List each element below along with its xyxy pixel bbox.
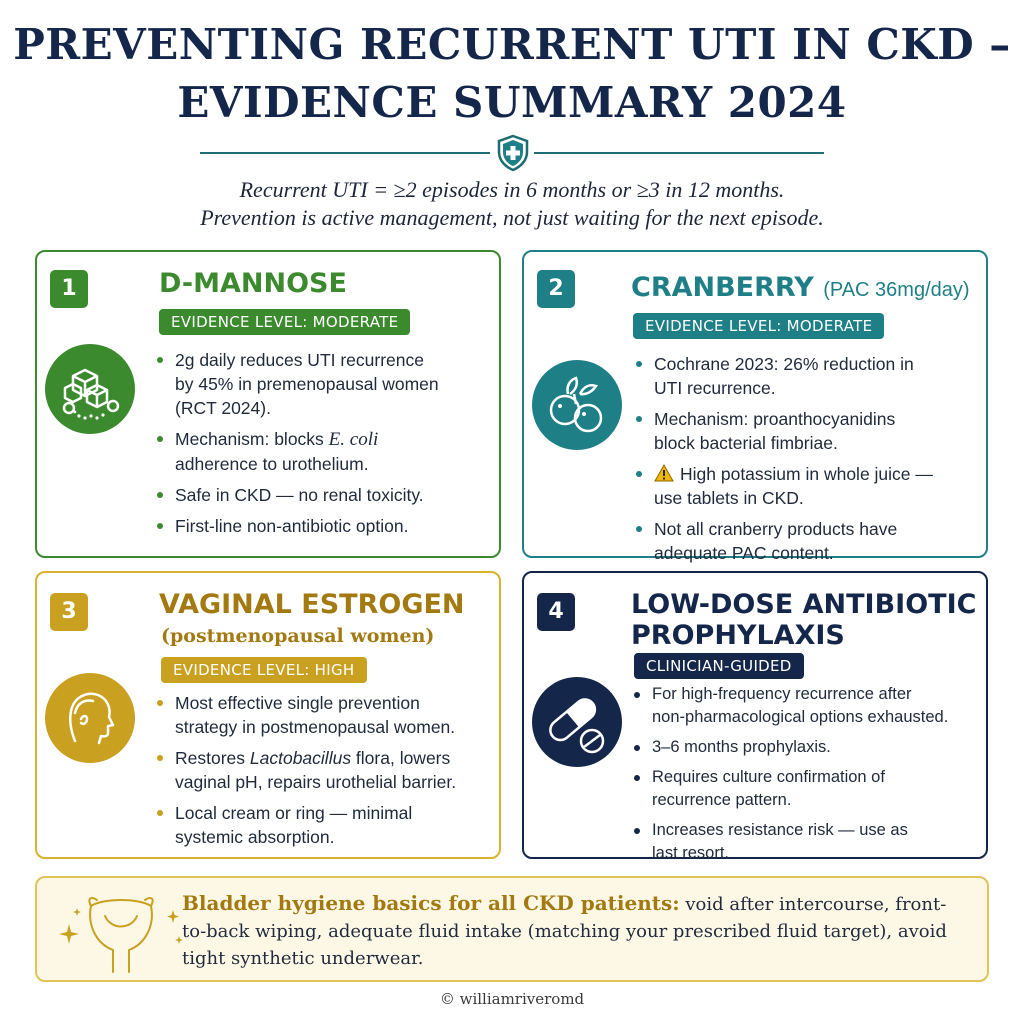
title-line-1: PREVENTING RECURRENT UTI IN CKD – bbox=[13, 20, 1011, 69]
title-divider-right bbox=[534, 152, 824, 154]
card-bullets: For high-frequency recurrence after non-… bbox=[634, 683, 984, 872]
list-item: Cochrane 2023: 26% reduction in UTI recu… bbox=[636, 352, 976, 400]
list-item: Increases resistance risk — use as last … bbox=[634, 819, 984, 865]
card-number: 2 bbox=[537, 270, 575, 308]
subtitle-line-1: Recurrent UTI = ≥2 episodes in 6 months … bbox=[239, 177, 785, 202]
footer-credit: © williamriveromd bbox=[439, 990, 585, 1008]
list-item: Mechanism: proanthocyanidins block bacte… bbox=[636, 407, 976, 455]
card-title: VAGINAL ESTROGEN bbox=[159, 589, 465, 620]
list-item: First-line non-antibiotic option. bbox=[157, 514, 497, 538]
list-item: 2g daily reduces UTI recurrence by 45% i… bbox=[157, 348, 497, 420]
page-title: PREVENTING RECURRENT UTI IN CKD – EVIDEN… bbox=[0, 16, 1024, 132]
list-item: High potassium in whole juice — use tabl… bbox=[636, 462, 976, 510]
evidence-badge: EVIDENCE LEVEL: MODERATE bbox=[633, 313, 885, 339]
title-divider-left bbox=[200, 152, 490, 154]
sugar-cube-icon bbox=[45, 344, 135, 434]
card-title: LOW-DOSE ANTIBIOTIC PROPHYLAXIS bbox=[631, 589, 977, 651]
list-item: Safe in CKD — no renal toxicity. bbox=[157, 483, 497, 507]
list-item: Local cream or ring — minimal systemic a… bbox=[157, 801, 497, 849]
title-line-2: EVIDENCE SUMMARY 2024 bbox=[177, 78, 847, 127]
card-antibiotic-prophylaxis: 4 LOW-DOSE ANTIBIOTIC PROPHYLAXIS CLINIC… bbox=[522, 571, 988, 862]
list-item: Not all cranberry products have adequate… bbox=[636, 517, 976, 565]
card-bullets: Cochrane 2023: 26% reduction in UTI recu… bbox=[636, 352, 976, 572]
card-number: 3 bbox=[50, 593, 88, 631]
hygiene-text: Bladder hygiene basics for all CKD patie… bbox=[182, 890, 962, 972]
hygiene-heading: Bladder hygiene basics for all CKD patie… bbox=[182, 891, 680, 915]
list-item: Most effective single prevention strateg… bbox=[157, 691, 497, 739]
list-item: Restores Lactobacillus flora, lowers vag… bbox=[157, 746, 497, 794]
evidence-badge: EVIDENCE LEVEL: HIGH bbox=[161, 657, 367, 683]
hygiene-body: void after intercourse, front-to-back wi… bbox=[182, 894, 947, 969]
card-number: 1 bbox=[50, 270, 88, 308]
card-d-mannose: 1 D-MANNOSE EVIDENCE LEVEL: MODERATE 2g … bbox=[35, 250, 501, 558]
shield-cross-icon bbox=[497, 134, 529, 172]
bladder-icon bbox=[59, 897, 183, 973]
woman-profile-icon bbox=[45, 673, 135, 763]
list-item: 3–6 months prophylaxis. bbox=[634, 736, 984, 759]
card-number: 4 bbox=[537, 593, 575, 631]
subtitle-line-2: Prevention is active management, not jus… bbox=[200, 205, 824, 230]
bladder-hygiene-box: Bladder hygiene basics for all CKD patie… bbox=[35, 876, 989, 982]
card-subtitle: (postmenopausal women) bbox=[161, 625, 435, 647]
list-item: For high-frequency recurrence after non-… bbox=[634, 683, 984, 729]
warning-icon bbox=[654, 464, 674, 482]
card-cranberry: 2 CRANBERRY (PAC 36mg/day) EVIDENCE LEVE… bbox=[522, 250, 988, 563]
evidence-badge: EVIDENCE LEVEL: MODERATE bbox=[159, 309, 411, 335]
card-title: CRANBERRY (PAC 36mg/day) bbox=[631, 272, 970, 303]
card-vaginal-estrogen: 3 VAGINAL ESTROGEN (postmenopausal women… bbox=[35, 571, 501, 859]
list-item: Requires culture confirmation of recurre… bbox=[634, 766, 984, 812]
card-bullets: 2g daily reduces UTI recurrence by 45% i… bbox=[157, 348, 497, 545]
card-title: D-MANNOSE bbox=[159, 268, 347, 299]
guidance-badge: CLINICIAN-GUIDED bbox=[634, 653, 804, 679]
pill-capsule-icon bbox=[532, 677, 622, 767]
card-bullets: Most effective single prevention strateg… bbox=[157, 691, 497, 856]
cranberry-icon bbox=[532, 360, 622, 450]
list-item: Mechanism: blocks E. coli adherence to u… bbox=[157, 427, 497, 476]
definition-subtitle: Recurrent UTI = ≥2 episodes in 6 months … bbox=[0, 176, 1024, 232]
